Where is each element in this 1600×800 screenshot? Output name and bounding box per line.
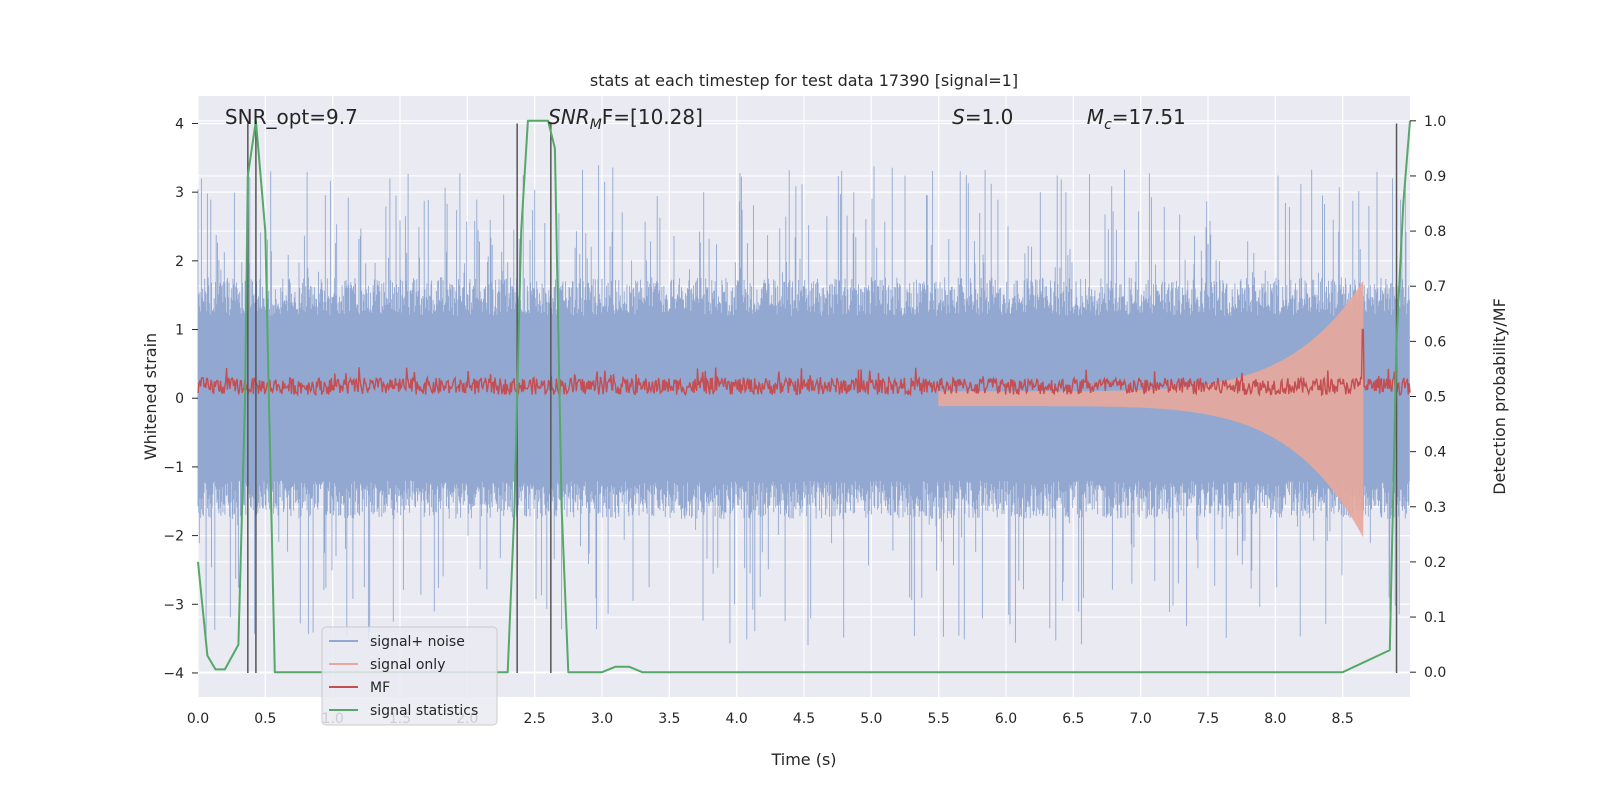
x-tick-label: 2.5 xyxy=(524,711,546,727)
annotation-base: S xyxy=(952,105,965,129)
legend-label: signal statistics xyxy=(370,703,478,719)
y-tick-label: 1 xyxy=(175,323,184,339)
x-tick-label: 0.0 xyxy=(187,711,209,727)
y-right-tick-label: 0.0 xyxy=(1424,665,1446,681)
data-layer xyxy=(197,119,1411,674)
annotation-rest: =1.0 xyxy=(965,105,1014,129)
annotation-text: Mc=17.51 xyxy=(1087,105,1186,133)
x-tick-label: 6.5 xyxy=(1062,711,1084,727)
annotation-subscript: c xyxy=(1104,117,1112,133)
y-axis-label: Whitened strain xyxy=(141,333,160,460)
x-tick-label: 7.5 xyxy=(1197,711,1219,727)
y-right-tick-label: 0.6 xyxy=(1424,334,1446,350)
y-tick-label: −4 xyxy=(163,666,184,682)
x-tick-label: 6.0 xyxy=(995,711,1017,727)
annotation-base: M xyxy=(1087,105,1104,129)
y-right-tick-label: 0.1 xyxy=(1424,610,1446,626)
annotation-base: SNR_opt=9.7 xyxy=(225,105,358,129)
annotation-text: SNR_opt=9.7 xyxy=(225,105,358,129)
y-right-tick-label: 0.5 xyxy=(1424,390,1446,406)
y-right-tick-label: 1.0 xyxy=(1424,114,1446,130)
y-right-tick-label: 0.2 xyxy=(1424,555,1446,571)
series-signal-only xyxy=(938,281,1364,537)
annotation-rest: =17.51 xyxy=(1112,105,1186,129)
y-right-tick-label: 0.7 xyxy=(1424,279,1446,295)
y-tick-label: 0 xyxy=(175,391,184,407)
legend-label: MF xyxy=(370,680,390,696)
legend-label: signal only xyxy=(370,657,445,673)
y-tick-label: 3 xyxy=(175,185,184,201)
x-tick-label: 5.5 xyxy=(928,711,950,727)
series-signal-statistics xyxy=(197,119,1411,674)
legend-box xyxy=(321,626,498,726)
x-tick-label: 4.5 xyxy=(793,711,815,727)
legend-label: signal+ noise xyxy=(370,634,465,650)
annotation-rest: F=[10.28] xyxy=(602,105,703,129)
y-tick-label: −2 xyxy=(163,529,184,545)
y-right-tick-label: 0.4 xyxy=(1424,445,1446,461)
y-tick-label: 4 xyxy=(175,116,184,132)
y-right-tick-label: 0.3 xyxy=(1424,500,1446,516)
y-right-tick-label: 0.8 xyxy=(1424,224,1446,240)
annotations: SNR_opt=9.7 SNRMF=[10.28] S=1.0 Mc=17.51 xyxy=(225,105,1186,133)
y-right-tick-label: 0.9 xyxy=(1424,169,1446,185)
x-tick-label: 0.5 xyxy=(254,711,276,727)
y-tick-label: −1 xyxy=(163,460,184,476)
annotation-text: SNRMF=[10.28] xyxy=(548,105,703,133)
x-tick-label: 3.5 xyxy=(658,711,680,727)
x-tick-label: 8.0 xyxy=(1264,711,1286,727)
annotation-subscript: M xyxy=(590,117,602,133)
annotation-base: SNR xyxy=(548,105,590,129)
x-tick-label: 8.5 xyxy=(1332,711,1354,727)
legend: signal+ noise signal only MF signal statist… xyxy=(321,626,498,726)
y-axis-right-label: Detection probability/MF xyxy=(1490,298,1509,495)
y-tick-label: 2 xyxy=(175,254,184,270)
x-tick-label: 5.0 xyxy=(860,711,882,727)
x-tick-label: 3.0 xyxy=(591,711,613,727)
y-tick-label: −3 xyxy=(163,597,184,613)
annotation-text: S=1.0 xyxy=(952,105,1013,129)
x-tick-label: 4.0 xyxy=(726,711,748,727)
chart-title: stats at each timestep for test data 173… xyxy=(590,71,1018,90)
x-axis-label: Time (s) xyxy=(770,750,836,769)
x-tick-label: 7.0 xyxy=(1130,711,1152,727)
series-mf xyxy=(197,328,1411,397)
